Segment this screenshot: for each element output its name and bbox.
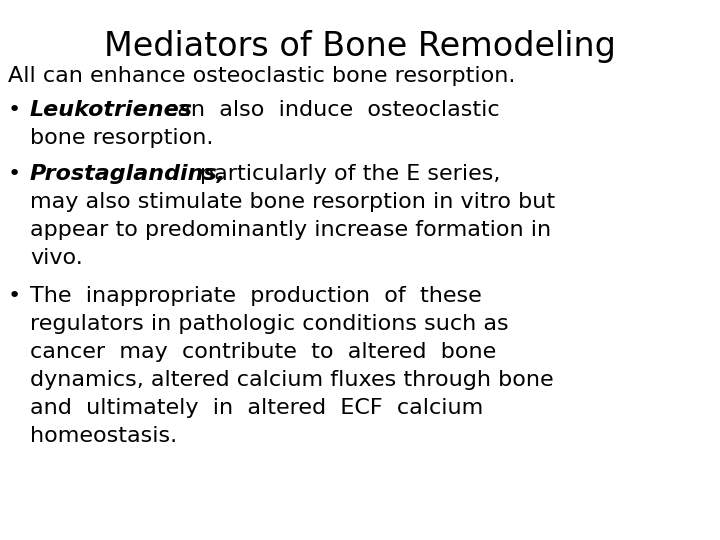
Text: may also stimulate bone resorption in vitro but: may also stimulate bone resorption in vi…	[30, 192, 555, 212]
Text: bone resorption.: bone resorption.	[30, 128, 213, 148]
Text: appear to predominantly increase formation in: appear to predominantly increase formati…	[30, 220, 551, 240]
Text: •: •	[8, 286, 22, 306]
Text: Prostaglandins,: Prostaglandins,	[30, 164, 226, 184]
Text: Leukotrienes: Leukotrienes	[30, 100, 193, 120]
Text: vivo.: vivo.	[30, 248, 83, 268]
Text: and  ultimately  in  altered  ECF  calcium: and ultimately in altered ECF calcium	[30, 398, 483, 418]
Text: homeostasis.: homeostasis.	[30, 426, 177, 446]
Text: The  inappropriate  production  of  these: The inappropriate production of these	[30, 286, 482, 306]
Text: dynamics, altered calcium fluxes through bone: dynamics, altered calcium fluxes through…	[30, 370, 554, 390]
Text: All can enhance osteoclastic bone resorption.: All can enhance osteoclastic bone resorp…	[8, 66, 516, 86]
Text: regulators in pathologic conditions such as: regulators in pathologic conditions such…	[30, 314, 508, 334]
Text: can  also  induce  osteoclastic: can also induce osteoclastic	[165, 100, 500, 120]
Text: Mediators of Bone Remodeling: Mediators of Bone Remodeling	[104, 30, 616, 63]
Text: •: •	[8, 100, 22, 120]
Text: particularly of the E series,: particularly of the E series,	[200, 164, 500, 184]
Text: •: •	[8, 164, 22, 184]
Text: cancer  may  contribute  to  altered  bone: cancer may contribute to altered bone	[30, 342, 496, 362]
